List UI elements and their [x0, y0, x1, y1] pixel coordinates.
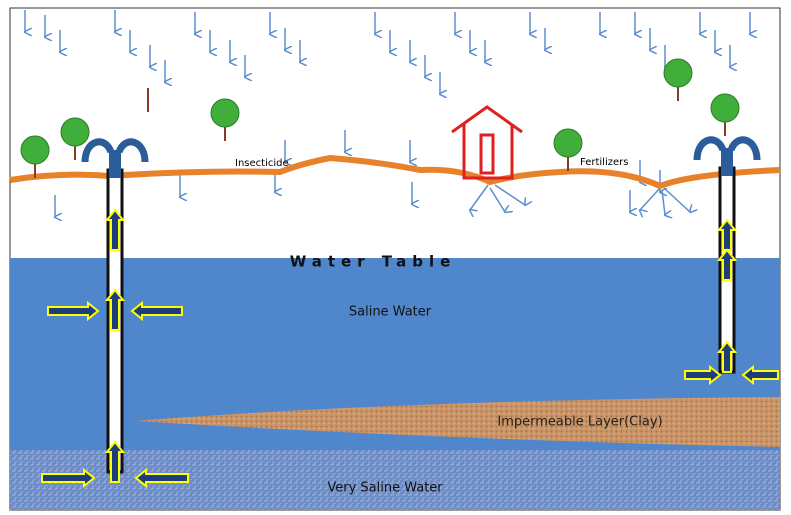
spread-arrow — [640, 187, 661, 210]
well-head — [109, 150, 121, 178]
flow-arrow — [41, 467, 96, 489]
outflow — [81, 138, 115, 163]
flow-arrow — [104, 288, 126, 331]
wells — [41, 136, 779, 489]
saline-water-label: Saline Water — [349, 305, 432, 320]
flow-arrow — [130, 300, 183, 322]
flow-arrow — [716, 340, 738, 373]
outflow — [115, 138, 149, 163]
flow-arrow — [47, 300, 100, 322]
water-table-label: Water Table — [290, 253, 457, 271]
trees — [20, 58, 740, 178]
tree-crown — [210, 98, 240, 128]
flow-arrow — [716, 248, 738, 281]
insecticide-label: Insecticide — [235, 158, 289, 169]
tree-crown — [60, 117, 90, 147]
flow-arrow — [684, 364, 722, 386]
spread-arrow — [489, 187, 505, 212]
flow-arrow — [104, 208, 126, 251]
fertilizers-label: Fertilizers — [580, 157, 628, 168]
flow-arrow — [716, 218, 738, 251]
tree-crown — [663, 58, 693, 88]
ground-line — [9, 154, 781, 190]
clay-label: Impermeable Layer(Clay) — [497, 415, 662, 430]
spread-arrow — [494, 184, 525, 205]
well-head — [721, 148, 733, 176]
tree-crown — [553, 128, 583, 158]
spread-arrow — [470, 184, 489, 210]
spread-arrow — [663, 187, 690, 212]
tree-crown — [710, 93, 740, 123]
flow-arrow — [741, 364, 779, 386]
tree-crown — [20, 135, 50, 165]
flow-arrow — [104, 440, 126, 483]
outflow — [693, 136, 727, 161]
very-saline-label: Very Saline Water — [327, 481, 443, 496]
clay-layer — [135, 397, 780, 447]
outflow — [727, 136, 761, 161]
spread-arrow — [661, 189, 665, 215]
house — [451, 105, 523, 180]
flow-arrow — [134, 467, 189, 489]
rain — [25, 10, 750, 217]
